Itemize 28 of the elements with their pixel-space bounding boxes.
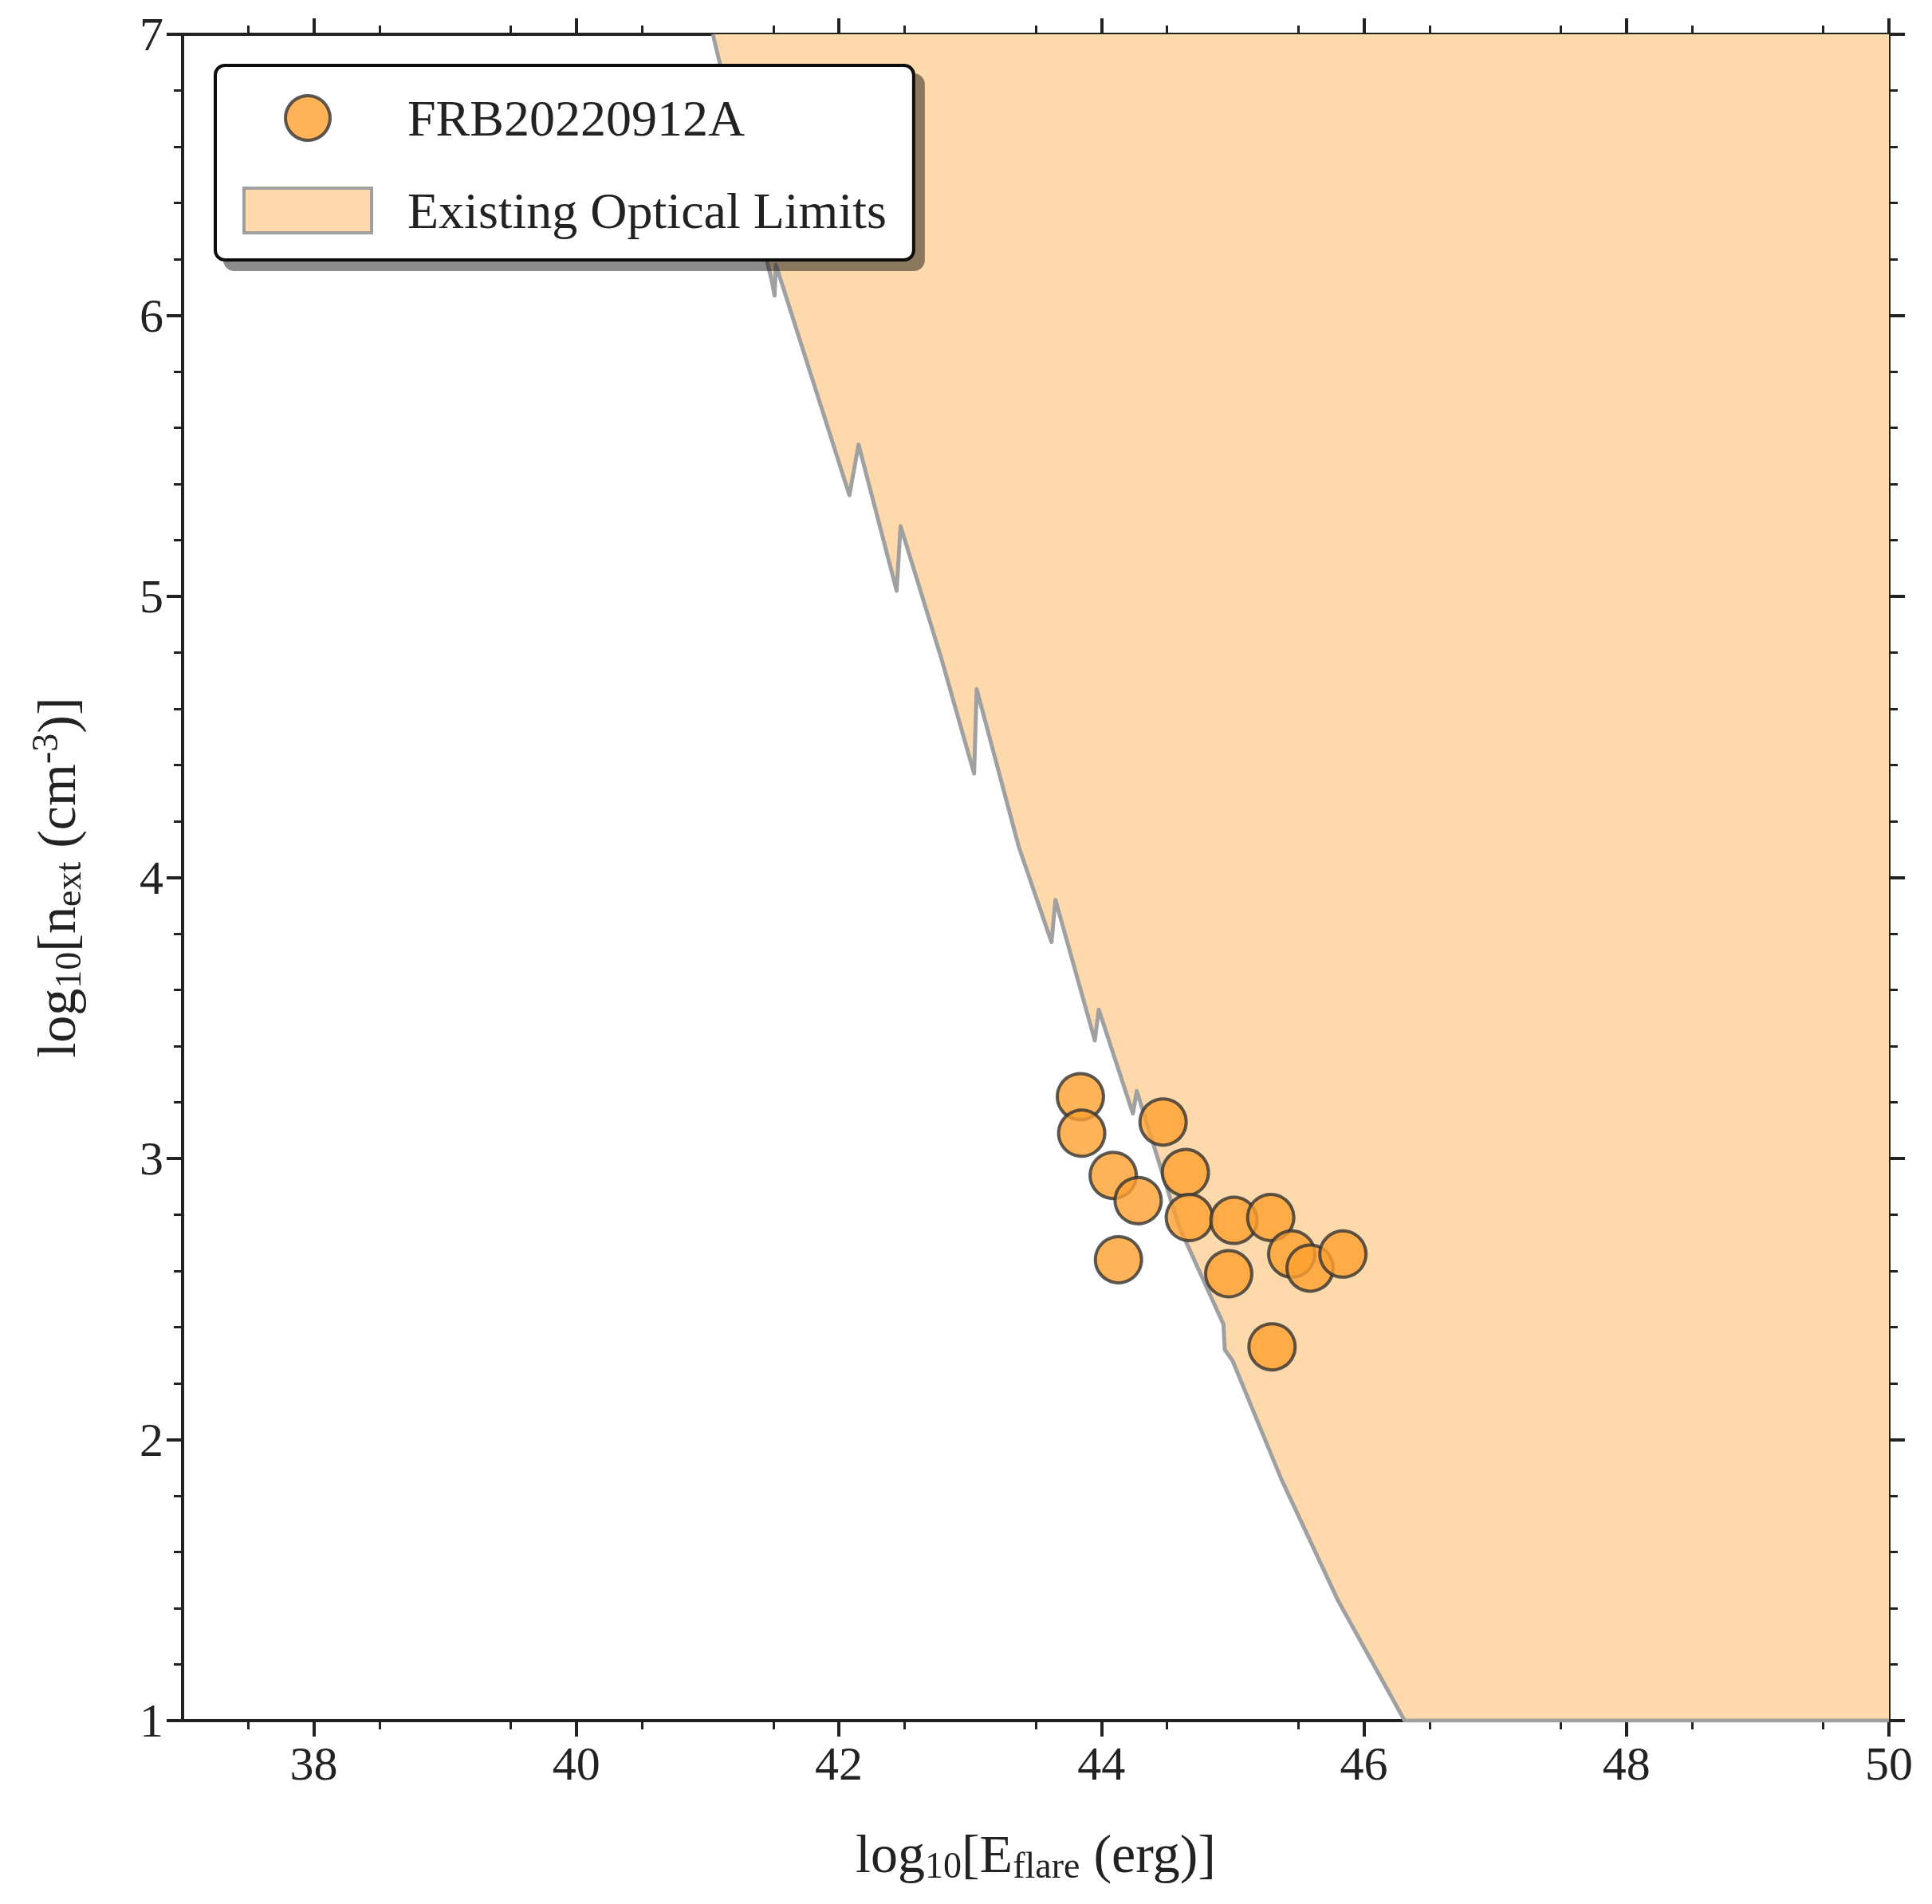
x-tick-label: 48 xyxy=(1602,1737,1651,1790)
point xyxy=(1160,1147,1210,1198)
point xyxy=(1247,1322,1297,1372)
point xyxy=(1164,1193,1214,1243)
x-tick-label: 46 xyxy=(1340,1737,1388,1790)
x-tick-label: 38 xyxy=(289,1737,338,1790)
x-tick-label: 44 xyxy=(1077,1737,1126,1790)
point xyxy=(1093,1234,1143,1284)
point xyxy=(1113,1175,1163,1225)
point xyxy=(1138,1097,1188,1147)
point xyxy=(1057,1108,1107,1159)
y-tick-label: 7 xyxy=(140,8,163,61)
y-axis-title: log10[next (cm-3)] xyxy=(24,697,89,1058)
x-axis-title: log10[Eflare (erg)] xyxy=(856,1823,1216,1886)
y-tick-label: 3 xyxy=(140,1132,163,1185)
legend-label: Existing Optical Limits xyxy=(407,182,887,239)
point xyxy=(1204,1249,1253,1299)
legend-label: FRB20220912A xyxy=(407,89,746,147)
y-tick-label: 4 xyxy=(140,851,163,904)
x-tick-label: 50 xyxy=(1865,1737,1913,1790)
y-tick-label: 6 xyxy=(140,289,163,342)
y-tick-label: 2 xyxy=(140,1413,163,1466)
x-tick-label: 42 xyxy=(815,1737,864,1790)
y-tick-label: 5 xyxy=(140,570,163,623)
point xyxy=(1245,1193,1296,1243)
point xyxy=(1318,1229,1368,1279)
x-tick-label: 40 xyxy=(552,1737,600,1790)
y-tick-label: 1 xyxy=(140,1694,163,1747)
